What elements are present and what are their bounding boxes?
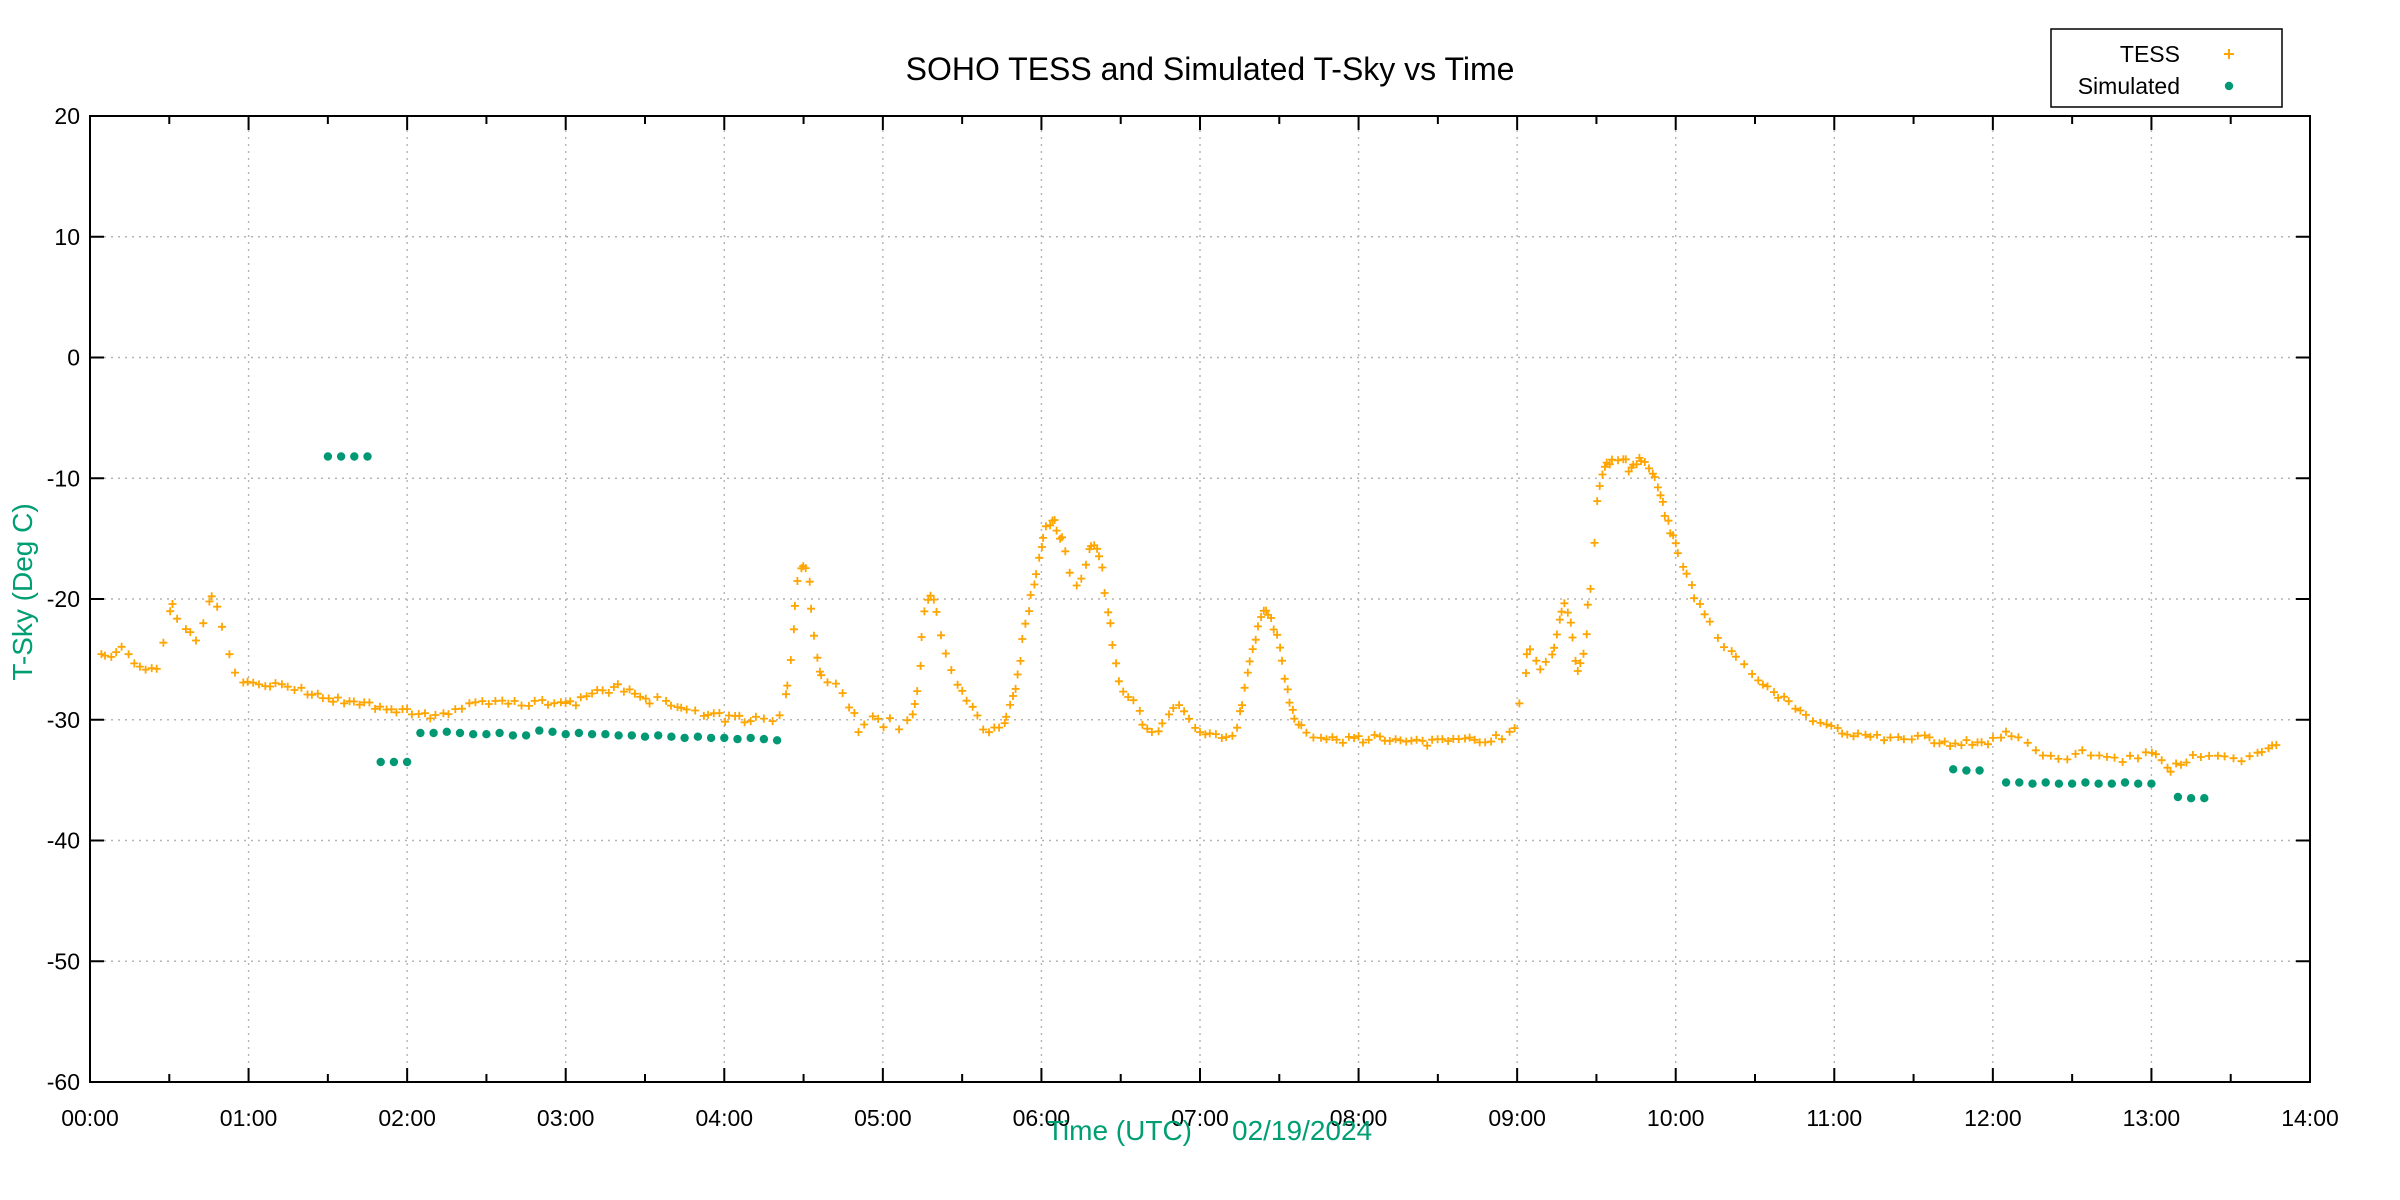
simulated-point xyxy=(654,731,663,740)
x-tick-label: 13:00 xyxy=(2123,1105,2181,1131)
legend-tess-plus-icon xyxy=(2224,49,2234,59)
simulated-point xyxy=(2107,779,2116,788)
simulated-point xyxy=(2001,778,2011,787)
simulated-point xyxy=(508,731,518,740)
axis-ticks xyxy=(89,115,2311,1083)
axis-layer xyxy=(89,115,2311,1083)
y-tick-label: -20 xyxy=(47,586,80,612)
x-tick-label: 08:00 xyxy=(1330,1105,1388,1131)
y-tick-label: 0 xyxy=(67,345,80,371)
simulated-point xyxy=(376,757,385,767)
simulated-point xyxy=(720,733,729,743)
x-tick-label: 00:00 xyxy=(61,1105,119,1131)
simulated-point xyxy=(614,731,623,740)
simulated-point xyxy=(429,728,438,738)
simulated-point xyxy=(469,730,478,739)
simulated-point xyxy=(1962,766,1971,775)
x-tick-label: 14:00 xyxy=(2281,1105,2339,1131)
x-tick-label: 03:00 xyxy=(537,1105,595,1131)
simulated-point xyxy=(2120,778,2130,787)
simulated-point xyxy=(640,732,650,741)
x-tick-label: 09:00 xyxy=(1488,1105,1546,1131)
simulated-point xyxy=(2041,778,2050,787)
grid-layer xyxy=(90,116,2310,1082)
simulated-point xyxy=(2081,778,2090,787)
x-tick-label: 10:00 xyxy=(1647,1105,1705,1131)
legend-simulated-dot-icon xyxy=(2224,81,2234,91)
simulated-point xyxy=(455,728,465,738)
simulated-point xyxy=(336,452,346,461)
simulated-point xyxy=(574,728,584,738)
tick-label-layer: 00:00 01:00 02:00 03:00 04:00 05:00 06:00 07:00… xyxy=(47,103,2339,1131)
simulated-point xyxy=(2147,779,2156,788)
y-tick-label: 20 xyxy=(54,103,80,129)
simulated-point xyxy=(389,757,399,767)
simulated-point xyxy=(2186,794,2196,803)
simulated-point xyxy=(2067,779,2077,788)
simulated-point xyxy=(521,731,531,740)
x-tick-label: 04:00 xyxy=(696,1105,754,1131)
simulated-point xyxy=(2015,778,2024,787)
legend-label-tess: TESS xyxy=(2120,41,2180,67)
simulated-point xyxy=(1975,766,1984,775)
y-axis-label: T-Sky (Deg C) xyxy=(7,503,38,680)
simulated-point xyxy=(363,452,372,461)
simulated-point xyxy=(482,730,491,739)
simulated-point xyxy=(442,727,451,736)
simulated-point xyxy=(733,734,742,744)
simulated-point xyxy=(2054,779,2064,788)
x-tick-label: 06:00 xyxy=(1013,1105,1071,1131)
simulated-point xyxy=(350,452,359,461)
x-tick-label: 07:00 xyxy=(1171,1105,1229,1131)
simulated-point xyxy=(706,733,716,743)
simulated-point xyxy=(772,736,782,745)
simulated-point xyxy=(627,731,636,740)
simulated-point xyxy=(2094,779,2103,788)
simulated-point xyxy=(323,452,333,461)
simulated-point xyxy=(601,730,610,739)
x-tick-label: 02:00 xyxy=(378,1105,436,1131)
legend-box xyxy=(2050,28,2283,108)
simulated-point xyxy=(2134,779,2143,788)
legend: TESS Simulated xyxy=(2050,28,2283,108)
simulated-series xyxy=(323,452,2209,803)
legend-label-simulated: Simulated xyxy=(2078,73,2180,99)
simulated-point xyxy=(587,730,597,739)
y-tick-label: -30 xyxy=(47,707,80,733)
y-tick-label: -10 xyxy=(47,465,80,491)
y-tick-label: 10 xyxy=(54,224,80,250)
simulated-point xyxy=(693,732,703,741)
simulated-point xyxy=(746,733,755,743)
x-tick-label: 01:00 xyxy=(220,1105,278,1131)
y-tick-label: -60 xyxy=(47,1069,80,1095)
tess-series-points xyxy=(97,453,2281,776)
simulated-point xyxy=(416,728,425,738)
chart-title: SOHO TESS and Simulated T-Sky vs Time xyxy=(906,51,1515,87)
x-axis-label: Time (UTC) xyxy=(1047,1115,1192,1146)
simulated-point xyxy=(548,727,557,736)
y-tick-label: -40 xyxy=(47,828,80,854)
y-tick-label: -50 xyxy=(47,948,80,974)
simulated-point xyxy=(2173,792,2183,802)
x-tick-label: 05:00 xyxy=(854,1105,912,1131)
x-axis-date-label: 02/19/2024 xyxy=(1232,1115,1372,1146)
simulated-point xyxy=(759,734,769,744)
simulated-point xyxy=(680,733,689,743)
simulated-point xyxy=(561,730,570,739)
simulated-point xyxy=(402,757,412,767)
simulated-point xyxy=(2028,779,2037,788)
x-tick-label: 12:00 xyxy=(1964,1105,2022,1131)
simulated-point xyxy=(2200,794,2209,803)
simulated-point xyxy=(667,732,676,741)
data-layer xyxy=(97,452,2281,803)
x-tick-label: 11:00 xyxy=(1806,1105,1862,1131)
simulated-point xyxy=(495,728,504,738)
simulated-point xyxy=(1949,765,1958,774)
simulated-point xyxy=(535,726,544,735)
